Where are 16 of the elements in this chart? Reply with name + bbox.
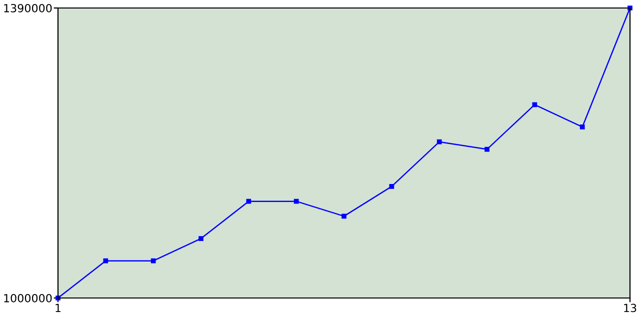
y-tick-label: 1000000 bbox=[4, 294, 52, 302]
point bbox=[150, 258, 156, 264]
point bbox=[342, 214, 346, 219]
y-tick-label: 1390000 bbox=[4, 4, 52, 12]
point bbox=[103, 258, 108, 264]
point bbox=[436, 139, 442, 144]
point bbox=[294, 198, 299, 204]
point bbox=[628, 6, 632, 10]
point bbox=[246, 198, 252, 204]
x-tick-label: 13 bbox=[624, 304, 636, 312]
point bbox=[198, 236, 204, 241]
point bbox=[532, 102, 538, 108]
point bbox=[580, 124, 585, 130]
point bbox=[484, 146, 490, 152]
point bbox=[389, 184, 394, 189]
x-tick-label: 1 bbox=[56, 304, 61, 312]
